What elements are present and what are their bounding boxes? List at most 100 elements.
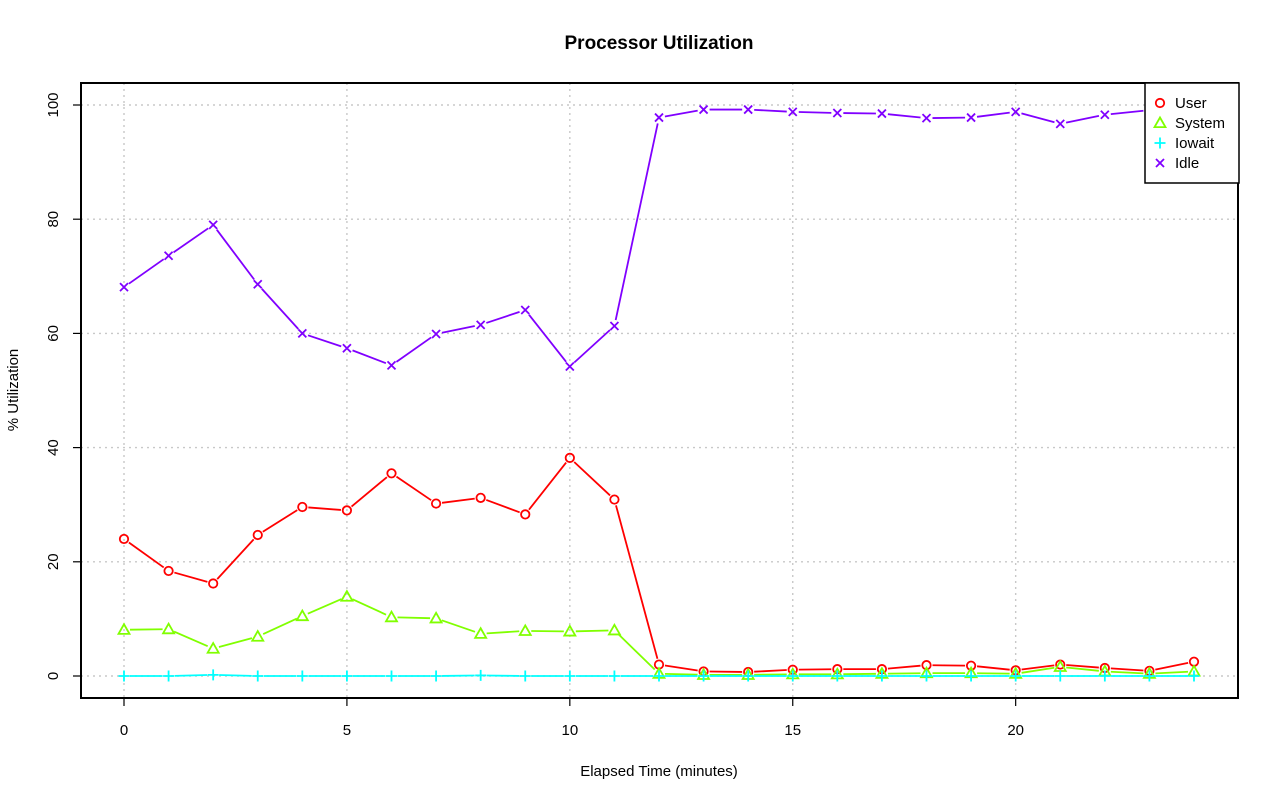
data-point-idle [609, 321, 620, 331]
data-point-iowait [386, 670, 397, 682]
legend-label-user: User [1175, 95, 1207, 112]
data-point-iowait [965, 670, 977, 682]
legend: User System Iowait Idle [1144, 82, 1240, 184]
series-user [118, 452, 1200, 678]
data-point-iowait [1054, 670, 1066, 682]
legend-marker-idle [1155, 158, 1165, 168]
data-point-idle [431, 329, 441, 339]
data-point-idle [832, 108, 842, 118]
data-point-idle [788, 107, 798, 117]
grid [81, 83, 1238, 698]
series-line-idle [128, 108, 1189, 365]
data-point-iowait [118, 670, 130, 682]
data-point-system [429, 611, 444, 624]
series-line-user [128, 461, 1189, 673]
data-point-iowait [876, 670, 888, 682]
data-point-iowait [698, 670, 710, 682]
data-point-idle [743, 104, 753, 115]
data-point-user [341, 505, 353, 516]
data-point-idle [654, 112, 664, 123]
data-point-user [965, 660, 977, 671]
data-point-user [208, 578, 219, 589]
data-point-iowait [1188, 670, 1200, 682]
data-point-idle [877, 108, 887, 119]
x-tick-label: 0 [120, 722, 128, 739]
plot-frame [80, 82, 1239, 699]
data-point-system [250, 629, 265, 642]
data-point-idle [476, 320, 486, 330]
data-point-user [520, 509, 531, 520]
data-point-idle [698, 104, 709, 115]
data-point-idle [565, 361, 575, 372]
series-iowait [118, 669, 1200, 682]
x-tick-label: 10 [561, 722, 578, 739]
data-point-idle [1055, 119, 1065, 129]
data-point-iowait [608, 670, 620, 682]
data-point-system [518, 623, 533, 636]
data-point-idle [520, 305, 530, 315]
data-point-idle [297, 328, 307, 339]
data-point-iowait [296, 670, 308, 682]
data-point-iowait [921, 670, 932, 682]
data-point-user [118, 533, 130, 545]
series-idle [119, 104, 1199, 372]
data-point-system [607, 623, 622, 636]
y-tick-label: 20 [45, 553, 62, 570]
y-tick-label: 60 [45, 325, 62, 342]
series-system [116, 589, 1202, 680]
data-point-user [609, 494, 620, 505]
y-axis-label: % Utilization [5, 349, 22, 432]
data-point-system [206, 641, 221, 654]
data-point-idle [163, 251, 174, 261]
data-point-system [562, 624, 577, 637]
x-tick-label: 15 [784, 722, 801, 739]
data-point-iowait [252, 670, 264, 682]
data-point-idle [966, 112, 976, 123]
data-point-idle [208, 220, 218, 230]
data-point-user [163, 565, 174, 577]
y-tick-label: 80 [45, 211, 62, 228]
data-point-iowait [653, 670, 665, 682]
series-group [116, 104, 1202, 682]
legend-label-idle: Idle [1175, 155, 1199, 172]
series-line-iowait [130, 674, 1188, 677]
x-axis-label: Elapsed Time (minutes) [580, 763, 738, 780]
data-point-iowait [207, 669, 219, 681]
y-tick-label: 40 [45, 439, 62, 456]
data-point-iowait [519, 670, 531, 682]
data-point-iowait [742, 670, 754, 682]
data-point-idle [921, 113, 932, 123]
data-point-user [297, 501, 308, 513]
legend-label-system: System [1175, 115, 1225, 132]
data-point-iowait [475, 669, 487, 681]
data-point-iowait [564, 670, 576, 682]
y-tick-label: 100 [45, 92, 62, 117]
data-point-idle [1011, 107, 1021, 117]
data-point-user [252, 529, 263, 541]
legend-marker-system [1152, 115, 1168, 129]
data-point-user [430, 498, 442, 509]
series-line-system [129, 598, 1189, 676]
data-point-user [386, 468, 397, 479]
legend-marker-iowait [1154, 137, 1166, 149]
data-point-system [473, 626, 488, 639]
data-point-user [475, 492, 486, 503]
data-point-iowait [341, 670, 353, 682]
data-point-system [339, 589, 354, 602]
chart-title: Processor Utilization [565, 33, 754, 54]
legend-label-iowait: Iowait [1175, 135, 1215, 152]
data-point-system [384, 609, 399, 623]
data-point-iowait [163, 670, 175, 682]
data-point-iowait [1010, 670, 1022, 682]
x-tick-label: 20 [1007, 722, 1024, 739]
data-point-idle [253, 279, 263, 289]
data-point-idle [119, 282, 129, 292]
data-point-iowait [430, 670, 442, 682]
data-point-idle [1100, 110, 1110, 120]
y-tick-label: 0 [45, 672, 62, 680]
data-point-iowait [1099, 670, 1111, 682]
axes: 0 5 10 15 20 0 20 40 60 80 100 [45, 92, 1024, 739]
data-point-system [295, 608, 310, 622]
data-point-iowait [831, 670, 843, 682]
